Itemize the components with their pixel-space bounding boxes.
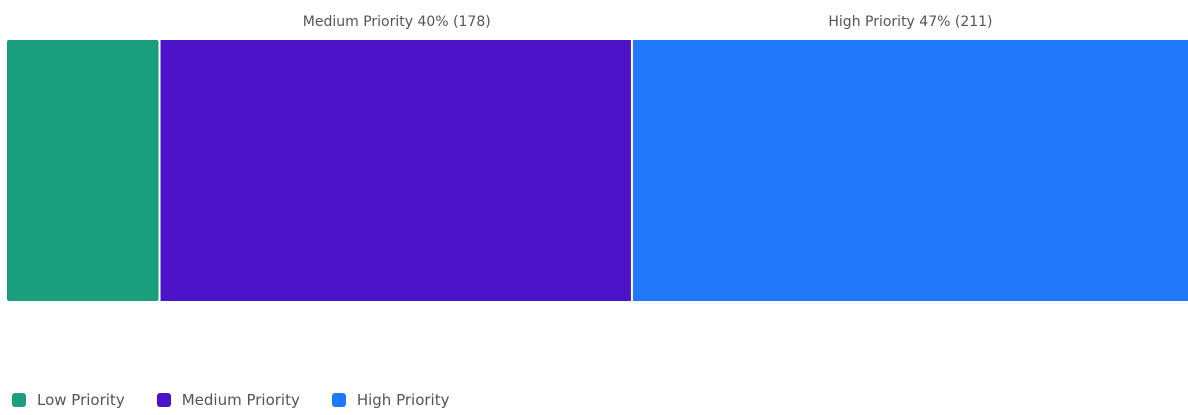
legend-item-medium-priority[interactable]: Medium Priority [156, 391, 300, 409]
bar-group [7, 40, 1188, 301]
legend-swatch-low-priority [12, 393, 26, 407]
bar-label-medium-priority: Medium Priority 40% (178) [303, 14, 491, 30]
legend-swatch-high-priority [331, 393, 346, 407]
bar-segment-high-priority[interactable] [632, 40, 1188, 301]
legend-item-high-priority[interactable]: High Priority [331, 391, 450, 409]
chart-legend: Low Priority Medium Priority High Priori… [12, 391, 449, 409]
bar-segment-low-priority[interactable] [7, 40, 159, 301]
legend-label-medium-priority: Medium Priority [181, 391, 300, 409]
legend-item-low-priority[interactable]: Low Priority [12, 391, 125, 409]
chart-plot-area: Medium Priority 40% (178) High Priority 4… [7, 14, 1188, 301]
bar-label-group: Medium Priority 40% (178) High Priority 4… [303, 14, 993, 30]
bar-label-high-priority: High Priority 47% (211) [828, 14, 992, 30]
legend-label-high-priority: High Priority [356, 391, 450, 409]
legend-label-low-priority: Low Priority [37, 391, 125, 409]
legend-swatch-medium-priority [156, 393, 171, 407]
bar-segment-medium-priority[interactable] [160, 40, 631, 301]
